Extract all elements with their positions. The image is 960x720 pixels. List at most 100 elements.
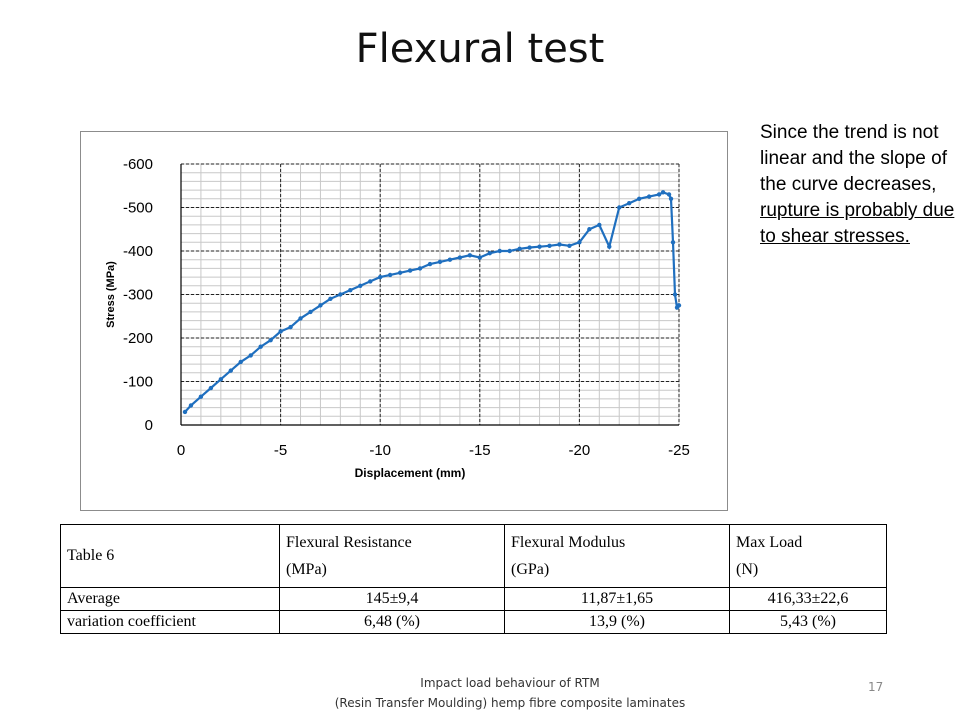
header-flexural-modulus: Flexural Modulus (GPa): [504, 524, 730, 588]
data-point: [507, 248, 512, 254]
x-axis-label: Displacement (mm): [355, 466, 466, 480]
data-point: [288, 324, 293, 330]
data-point: [617, 205, 622, 210]
data-point: [666, 192, 672, 197]
data-point: [660, 190, 666, 195]
x-tick-label: -20: [569, 442, 591, 459]
y-tick-label: -100: [123, 374, 153, 391]
data-point: [218, 377, 224, 382]
data-point: [358, 283, 363, 288]
data-point: [527, 245, 532, 250]
data-point: [417, 266, 423, 271]
data-point: [182, 409, 188, 415]
data-point: [407, 268, 413, 273]
chart-frame: 0 -5 -10 -15 -20 -25 0 -100 -200 -300 -400 -500 -600…: [80, 131, 728, 511]
data-point: [318, 303, 323, 308]
data-point: [447, 257, 453, 262]
data-point: [607, 244, 612, 249]
data-point: [567, 243, 572, 248]
data-point: [672, 292, 678, 297]
header-unit: (MPa): [286, 561, 327, 578]
footer: Impact load behaviour of RTM (Resin Tran…: [300, 673, 720, 713]
data-point: [258, 344, 263, 349]
x-tick-label: -10: [369, 442, 391, 459]
data-point: [208, 385, 214, 391]
page-number: 17: [868, 680, 884, 694]
data-point: [587, 227, 592, 232]
cell-resistance: 145±9,4: [279, 587, 505, 611]
table-row: Average 145±9,4 11,87±1,65 416,33±22,6: [60, 587, 887, 611]
data-point: [577, 240, 582, 245]
y-tick-label: 0: [145, 417, 153, 434]
footer-line: (Resin Transfer Moulding) hemp fibre com…: [334, 696, 686, 710]
data-point: [348, 287, 353, 293]
data-point: [537, 244, 542, 249]
data-point: [268, 337, 273, 343]
data-point: [368, 279, 373, 284]
footer-line: Impact load behaviour of RTM: [420, 676, 600, 690]
header-max-load: Max Load (N): [729, 524, 887, 588]
header-unit: (GPa): [511, 561, 550, 578]
cell-max-load: 416,33±22,6: [729, 587, 887, 611]
data-point: [597, 222, 602, 228]
y-tick-label: -400: [123, 243, 153, 260]
data-point: [477, 255, 482, 260]
table-header-row: Table 6 Flexural Resistance (MPa) Flexur…: [60, 524, 887, 588]
y-axis-label: Stress (MPa): [105, 261, 117, 328]
data-point: [378, 274, 383, 280]
data-point: [517, 246, 522, 252]
data-point: [646, 194, 652, 199]
y-tick-label: -500: [123, 200, 153, 217]
data-point: [457, 255, 463, 260]
data-point: [198, 394, 204, 399]
data-point: [328, 296, 333, 302]
stress-displacement-chart: 0 -5 -10 -15 -20 -25 0 -100 -200 -300 -400 -500 -600…: [105, 156, 690, 480]
cell-resistance: 6,48 (%): [279, 610, 505, 634]
data-point: [676, 303, 682, 308]
data-point: [670, 240, 676, 245]
note-plain-text: Since the trend is not linear and the sl…: [760, 122, 947, 195]
note-underlined-text: rupture is probably due to shear stresse…: [760, 200, 955, 247]
cell-max-load: 5,43 (%): [729, 610, 887, 634]
data-point: [547, 243, 552, 248]
results-table: Table 6 Flexural Resistance (MPa) Flexur…: [60, 524, 887, 634]
cell-modulus: 13,9 (%): [504, 610, 730, 634]
data-point: [387, 272, 393, 278]
conclusion-note: Since the trend is not linear and the sl…: [760, 120, 955, 250]
x-tick-label: 0: [177, 442, 185, 459]
header-unit: (N): [736, 561, 759, 578]
data-point: [656, 192, 662, 197]
row-label: Average: [60, 587, 280, 611]
header-line: Flexural Modulus: [511, 534, 626, 551]
slide-title: Flexural test: [355, 26, 605, 72]
x-tick-label: -25: [668, 442, 690, 459]
data-point: [557, 242, 562, 247]
data-point: [278, 329, 283, 334]
data-point: [467, 253, 473, 258]
y-tick-label: -600: [123, 156, 153, 173]
data-point: [338, 292, 343, 297]
cell-modulus: 11,87±1,65: [504, 587, 730, 611]
data-point: [228, 368, 233, 373]
y-tick-label: -300: [123, 287, 153, 304]
row-label: variation coefficient: [60, 610, 280, 634]
data-point: [248, 353, 253, 358]
data-point: [397, 270, 403, 275]
data-point: [668, 196, 674, 201]
table-row: variation coefficient 6,48 (%) 13,9 (%) …: [60, 610, 887, 634]
data-point: [627, 200, 632, 206]
table-caption: Table 6: [60, 524, 280, 588]
data-point: [487, 250, 492, 256]
data-point: [497, 248, 502, 254]
x-tick-label: -15: [469, 442, 491, 459]
header-line: Flexural Resistance: [286, 534, 412, 551]
data-point: [308, 309, 313, 315]
data-point: [188, 403, 194, 408]
y-tick-label: -200: [123, 330, 153, 347]
data-point: [427, 261, 433, 267]
data-point: [298, 316, 303, 321]
data-point: [636, 196, 642, 201]
data-point: [238, 359, 243, 365]
x-tick-label: -5: [274, 442, 287, 459]
header-flexural-resistance: Flexural Resistance (MPa): [279, 524, 505, 588]
